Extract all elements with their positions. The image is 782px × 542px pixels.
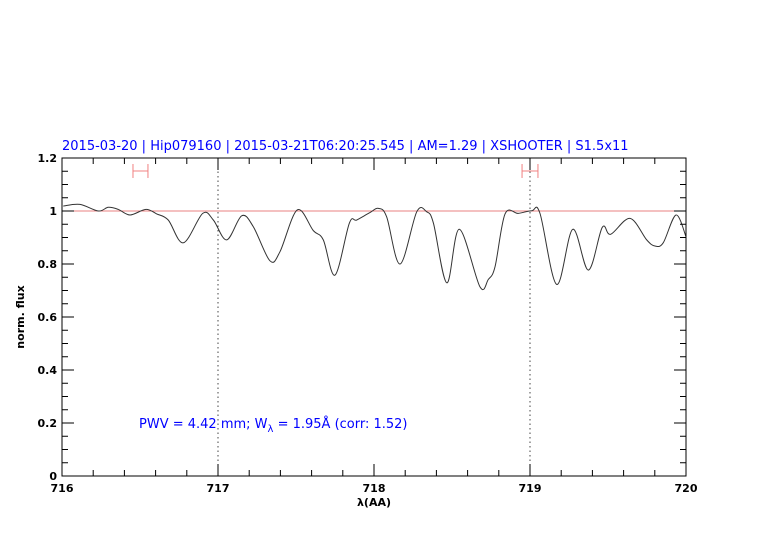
annotation-subscript: λ <box>268 424 274 435</box>
y-tick-label: 0.4 <box>38 364 58 377</box>
error-bar-1 <box>521 163 539 178</box>
error-bar-0 <box>132 163 149 178</box>
y-tick-label: 1.2 <box>38 152 58 165</box>
spectrum-line <box>63 203 687 291</box>
y-axis-label: norm. flux <box>14 285 27 348</box>
annotation-prefix: PWV = 4.42 mm; W <box>139 417 268 432</box>
y-tick-label: 0.2 <box>38 417 58 430</box>
x-tick-label: 718 <box>363 482 386 495</box>
annotation-suffix: = 1.95Å (corr: 1.52) <box>273 416 407 432</box>
y-tick-label: 0.6 <box>38 311 58 324</box>
x-tick-label: 716 <box>51 482 74 495</box>
y-tick-label: 1 <box>49 205 57 218</box>
chart-title: 2015-03-20 | Hip079160 | 2015-03-21T06:2… <box>62 139 629 154</box>
y-tick-label: 0.8 <box>38 258 58 271</box>
pwv-annotation: PWV = 4.42 mm; Wλ = 1.95Å (corr: 1.52) <box>139 416 408 435</box>
x-tick-label: 717 <box>207 482 230 495</box>
x-tick-label: 719 <box>519 482 542 495</box>
x-tick-label: 720 <box>675 482 698 495</box>
plot-frame <box>61 157 687 477</box>
y-tick-label: 0 <box>49 470 57 483</box>
x-axis-label: λ(AA) <box>357 496 391 509</box>
